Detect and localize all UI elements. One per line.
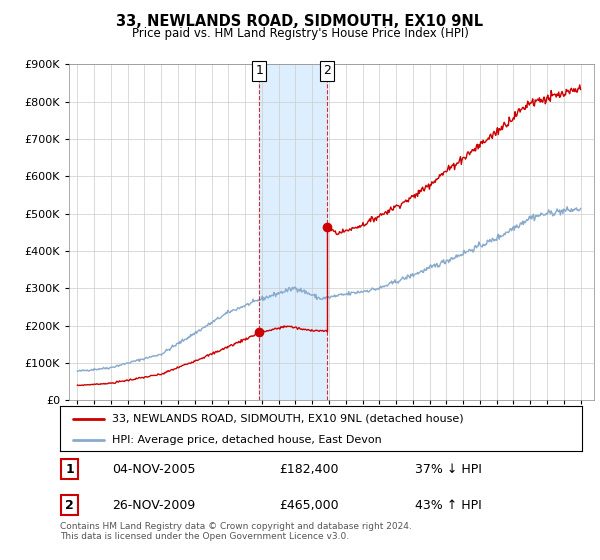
Text: 43% ↑ HPI: 43% ↑ HPI xyxy=(415,498,482,512)
Text: Contains HM Land Registry data © Crown copyright and database right 2024.
This d: Contains HM Land Registry data © Crown c… xyxy=(60,522,412,542)
Text: Price paid vs. HM Land Registry's House Price Index (HPI): Price paid vs. HM Land Registry's House … xyxy=(131,27,469,40)
Text: 04-NOV-2005: 04-NOV-2005 xyxy=(112,463,196,475)
Text: 2: 2 xyxy=(65,498,74,512)
Text: HPI: Average price, detached house, East Devon: HPI: Average price, detached house, East… xyxy=(112,435,382,445)
Text: £182,400: £182,400 xyxy=(279,463,339,475)
Text: £465,000: £465,000 xyxy=(279,498,339,512)
Text: 1: 1 xyxy=(65,463,74,475)
Text: 2: 2 xyxy=(323,64,331,77)
Text: 33, NEWLANDS ROAD, SIDMOUTH, EX10 9NL: 33, NEWLANDS ROAD, SIDMOUTH, EX10 9NL xyxy=(116,14,484,29)
Text: 33, NEWLANDS ROAD, SIDMOUTH, EX10 9NL (detached house): 33, NEWLANDS ROAD, SIDMOUTH, EX10 9NL (d… xyxy=(112,413,464,423)
Text: 37% ↓ HPI: 37% ↓ HPI xyxy=(415,463,482,475)
Text: 26-NOV-2009: 26-NOV-2009 xyxy=(112,498,196,512)
Bar xyxy=(259,64,328,400)
Text: 1: 1 xyxy=(255,64,263,77)
